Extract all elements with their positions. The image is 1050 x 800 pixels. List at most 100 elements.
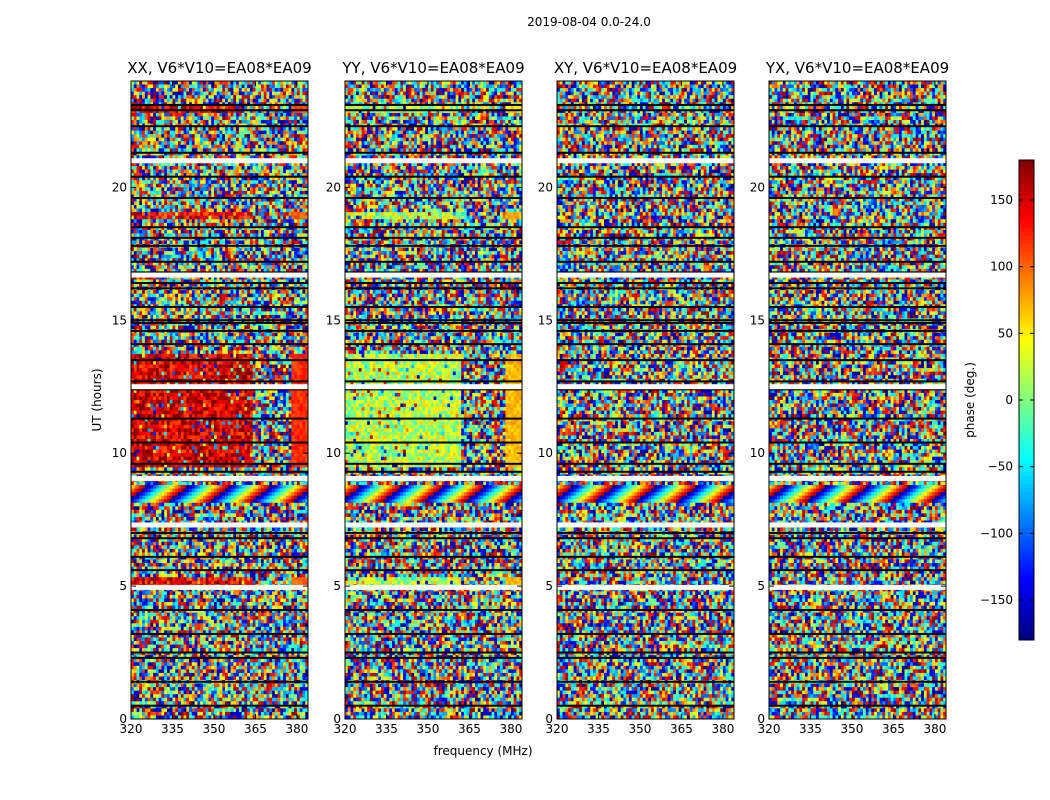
- x-tick-label: 380: [285, 722, 308, 736]
- panel-frame: [344, 80, 523, 720]
- colorbar-segment: [1019, 208, 1034, 213]
- y-tick-label: 20: [538, 180, 553, 194]
- x-tick-label: 335: [375, 722, 398, 736]
- panel-frame: [130, 80, 309, 720]
- colorbar-segment: [1019, 316, 1034, 321]
- colorbar-segment: [1019, 188, 1034, 193]
- colorbar-segment: [1019, 564, 1034, 569]
- y-tick-label: 15: [538, 313, 553, 327]
- colorbar-tick-label: −50: [988, 460, 1013, 474]
- colorbar-segment: [1019, 616, 1034, 621]
- colorbar-segment: [1019, 524, 1034, 529]
- colorbar-segment: [1019, 224, 1034, 229]
- colorbar-segment: [1019, 360, 1034, 365]
- colorbar-segment: [1019, 452, 1034, 457]
- colorbar-segment: [1019, 260, 1034, 265]
- colorbar-segment: [1019, 584, 1034, 589]
- colorbar-segment: [1019, 588, 1034, 593]
- colorbar-segment: [1019, 380, 1034, 385]
- panel-xy: XY, V6*V10=EA08*EA09 320 335 350 365 380 0 5 10 1…: [538, 59, 737, 736]
- x-tick-label: 350: [417, 722, 440, 736]
- colorbar-segment: [1019, 440, 1034, 445]
- colorbar-segment: [1019, 484, 1034, 489]
- x-tick-label: 380: [923, 722, 946, 736]
- colorbar-segment: [1019, 508, 1034, 513]
- colorbar-segment: [1019, 536, 1034, 541]
- colorbar-segment: [1019, 500, 1034, 505]
- colorbar-segment: [1019, 292, 1034, 297]
- colorbar-segment: [1019, 244, 1034, 249]
- colorbar-segment: [1019, 436, 1034, 441]
- phase-image: [345, 81, 522, 719]
- colorbar-segment: [1019, 528, 1034, 533]
- y-tick-label: 5: [119, 579, 127, 593]
- x-tick-label: 320: [758, 722, 781, 736]
- colorbar-segment: [1019, 464, 1034, 469]
- y-tick-label: 10: [538, 446, 553, 460]
- y-tick-label: 0: [333, 712, 341, 726]
- colorbar-segment: [1019, 600, 1034, 605]
- colorbar-segment: [1019, 620, 1034, 625]
- colorbar-segment: [1019, 424, 1034, 429]
- colorbar-tick-label: 0: [1005, 393, 1013, 407]
- colorbar-segment: [1019, 432, 1034, 437]
- colorbar-segment: [1019, 628, 1034, 633]
- colorbar-segment: [1019, 572, 1034, 577]
- colorbar-segment: [1019, 488, 1034, 493]
- colorbar-segment: [1019, 184, 1034, 189]
- colorbar-segment: [1019, 200, 1034, 205]
- colorbar-segment: [1019, 460, 1034, 465]
- colorbar-segment: [1019, 540, 1034, 545]
- colorbar-segment: [1019, 308, 1034, 313]
- colorbar-segment: [1019, 404, 1034, 409]
- panel-title: XY, V6*V10=EA08*EA09: [554, 59, 737, 77]
- y-tick-label: 10: [112, 446, 127, 460]
- x-tick-label: 335: [799, 722, 822, 736]
- colorbar-segment: [1019, 472, 1034, 477]
- colorbar-segment: [1019, 448, 1034, 453]
- colorbar-segment: [1019, 416, 1034, 421]
- colorbar-tick-label: 100: [990, 260, 1013, 274]
- y-axis-label: UT (hours): [90, 368, 104, 431]
- colorbar-segment: [1019, 376, 1034, 381]
- colorbar-segment: [1019, 268, 1034, 273]
- y-tick-label: 0: [119, 712, 127, 726]
- colorbar-segment: [1019, 280, 1034, 285]
- colorbar-segment: [1019, 636, 1034, 641]
- panel-title: YX, V6*V10=EA08*EA09: [765, 59, 949, 77]
- y-tick-label: 5: [545, 579, 553, 593]
- x-tick-label: 380: [711, 722, 734, 736]
- y-tick-label: 15: [112, 313, 127, 327]
- colorbar-segment: [1019, 320, 1034, 325]
- colorbar-segment: [1019, 604, 1034, 609]
- panel-title: XX, V6*V10=EA08*EA09: [127, 59, 311, 77]
- colorbar-tick-label: 150: [990, 193, 1013, 207]
- colorbar-segment: [1019, 300, 1034, 305]
- panels: XX, V6*V10=EA08*EA09 320 335 350 365 380 0 5 10 1…: [112, 59, 949, 736]
- y-tick-label: 15: [326, 313, 341, 327]
- colorbar-segment: [1019, 180, 1034, 185]
- colorbar-segment: [1019, 336, 1034, 341]
- x-tick-label: 365: [458, 722, 481, 736]
- colorbar-segment: [1019, 356, 1034, 361]
- colorbar-segment: [1019, 512, 1034, 517]
- colorbar-segment: [1019, 400, 1034, 405]
- colorbar-segment: [1019, 428, 1034, 433]
- colorbar-segment: [1019, 476, 1034, 481]
- x-axis-label: frequency (MHz): [433, 744, 532, 758]
- colorbar-segment: [1019, 492, 1034, 497]
- colorbar-segment: [1019, 172, 1034, 177]
- colorbar-segment: [1019, 532, 1034, 537]
- colorbar-segment: [1019, 284, 1034, 289]
- y-tick-label: 0: [757, 712, 765, 726]
- x-tick-label: 335: [587, 722, 610, 736]
- colorbar-segment: [1019, 160, 1034, 165]
- colorbar-segment: [1019, 304, 1034, 309]
- colorbar-label: phase (deg.): [963, 362, 977, 438]
- phase-image: [131, 81, 308, 719]
- colorbar-segment: [1019, 288, 1034, 293]
- colorbar-segment: [1019, 480, 1034, 485]
- colorbar-segment: [1019, 596, 1034, 601]
- colorbar-segment: [1019, 624, 1034, 629]
- colorbar-segment: [1019, 272, 1034, 277]
